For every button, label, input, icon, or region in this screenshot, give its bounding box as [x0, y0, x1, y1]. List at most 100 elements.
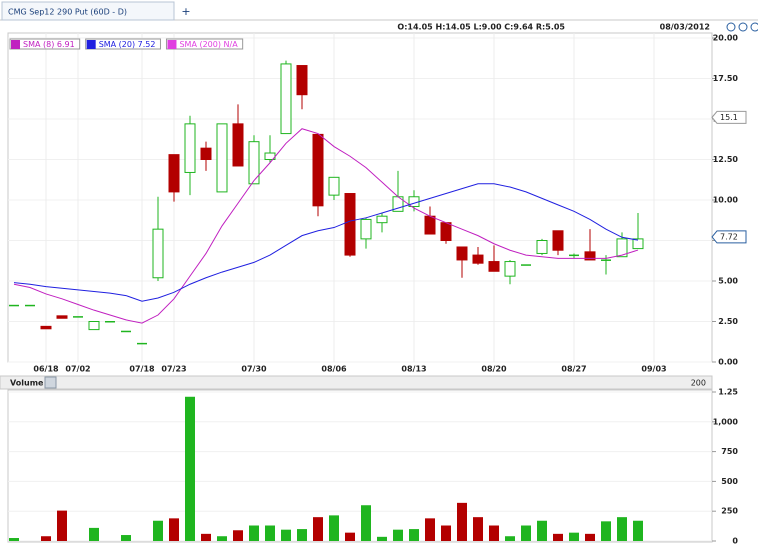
legend-box[interactable]: [165, 38, 244, 50]
candle-body: [424, 215, 436, 235]
volume-bar: [345, 532, 355, 541]
volume-bar: [89, 527, 99, 541]
volume-bar: [9, 538, 19, 541]
volume-bar: [57, 510, 67, 541]
candle-body: [56, 315, 68, 319]
legend-icon: [11, 40, 20, 49]
volume-bar: [313, 517, 323, 541]
candle-body: [105, 321, 115, 323]
volume-bar: [393, 529, 403, 541]
volume-bar: [601, 521, 611, 541]
volume-bar: [233, 530, 243, 541]
volume-bar: [409, 529, 419, 541]
volume-period: 200: [691, 379, 706, 388]
candle-body: [552, 230, 564, 251]
candle-body: [200, 147, 212, 161]
candle-body: [488, 261, 500, 272]
candle-body: [232, 123, 244, 167]
tab-title: CMG Sep12 290 Put (60D - D): [8, 8, 127, 17]
candle-body: [376, 215, 388, 224]
candle-body: [296, 65, 308, 96]
volume-bar: [329, 515, 339, 541]
x-tick-label: 09/03: [641, 365, 666, 374]
candle-body: [616, 238, 628, 258]
zoom-reset[interactable]: [750, 22, 758, 32]
candle-body: [88, 321, 100, 331]
volume-bar: [361, 505, 371, 541]
x-tick-label: 08/06: [321, 365, 347, 374]
volume-bar: [185, 396, 195, 541]
legend-entry: SMA (200) N/A: [179, 40, 238, 49]
x-tick-label: 07/30: [241, 365, 267, 374]
candle-body: [584, 251, 596, 261]
x-tick-label: 07/23: [161, 365, 186, 374]
volume-bar: [457, 502, 467, 541]
info-date: 08/03/2012: [660, 23, 710, 32]
candle-body: [632, 238, 644, 250]
volume-bar: [41, 536, 51, 541]
candle-body: [137, 342, 147, 345]
volume-bar: [537, 520, 547, 541]
tab[interactable]: [1, 1, 175, 21]
candle-body: [121, 330, 131, 333]
volume-bar: [297, 529, 307, 541]
price-flag-label: 7.72: [720, 232, 738, 241]
y-tick-label: 10.00: [713, 196, 739, 205]
volume-panel: [7, 389, 713, 543]
volume-bar: [505, 536, 515, 541]
y-tick-label: 20.00: [713, 34, 739, 43]
zoom-tools: [726, 22, 758, 32]
candle-body: [152, 228, 164, 279]
candle-body: [328, 176, 340, 196]
candle-body: [521, 264, 531, 266]
volume-bar: [521, 525, 531, 541]
volume-bar: [633, 520, 643, 541]
volume-close[interactable]: [44, 376, 57, 389]
candle-body: [472, 254, 484, 264]
x-tick-label: 08/27: [561, 365, 586, 374]
candle-body: [25, 304, 35, 307]
volume-bar: [569, 532, 579, 541]
add-tab[interactable]: +: [181, 5, 190, 18]
volume-bar: [169, 518, 179, 541]
volume-bar: [425, 518, 435, 541]
zoom-in[interactable]: [726, 22, 736, 32]
candle-body: [184, 123, 196, 173]
legend-box[interactable]: [9, 38, 81, 50]
volume-bar: [153, 520, 163, 541]
x-tick-label: 07/18: [129, 365, 155, 374]
candle-body: [536, 240, 548, 254]
candle-body: [248, 141, 260, 185]
y-tick-label: 17.50: [713, 74, 739, 83]
legend-box[interactable]: [85, 38, 161, 50]
volume-title: Volume: [10, 379, 44, 388]
zoom-out[interactable]: [738, 22, 748, 32]
volume-bar: [441, 525, 451, 541]
volume-bar: [553, 533, 563, 541]
candle-body: [216, 123, 228, 193]
legend-icon: [86, 40, 96, 49]
y-tick-label: 12.50: [713, 155, 739, 164]
volume-header: [0, 375, 713, 390]
volume-bar: [121, 535, 131, 541]
legend-entry: SMA (20) 7.52: [99, 40, 156, 49]
volume-bar: [217, 536, 227, 541]
y-tick-label: 500: [721, 477, 738, 486]
candle-body: [569, 254, 579, 257]
y-tick-label: 1,000: [713, 417, 739, 426]
y-tick-label: 2.50: [718, 317, 738, 326]
x-tick-label: 07/02: [65, 365, 90, 374]
volume-bar: [585, 533, 595, 541]
candle-body: [440, 222, 452, 241]
legend-entry: SMA (8) 6.91: [23, 40, 75, 49]
candle-body: [280, 63, 292, 135]
legend-icon: [167, 40, 177, 49]
x-tick-label: 08/13: [401, 365, 426, 374]
candle-body: [344, 193, 356, 256]
candle-body: [73, 316, 83, 318]
candle-body: [360, 218, 372, 240]
candle-body: [40, 325, 52, 330]
y-tick-label: 5.00: [718, 277, 738, 286]
